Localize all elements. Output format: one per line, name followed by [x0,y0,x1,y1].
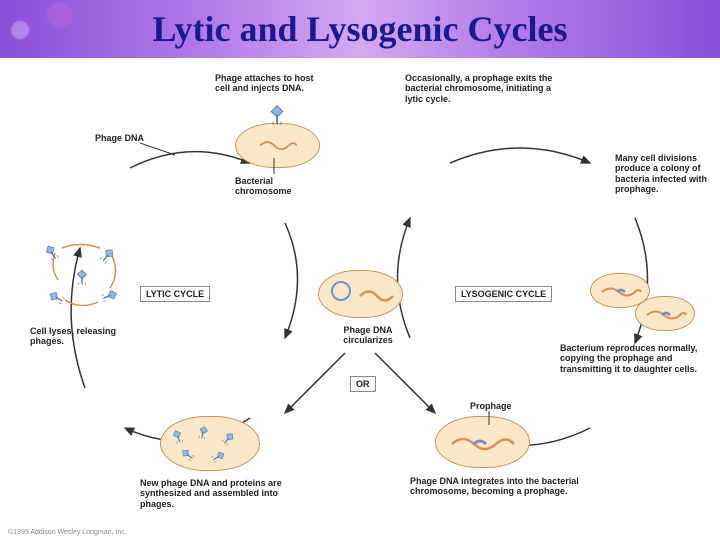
label-integrates: Phage DNA integrates into the bacterial … [410,476,580,497]
label-lysogenic-cycle: LYSOGENIC CYCLE [455,286,552,302]
cell-prophage [435,416,530,468]
cell-synthesize [160,416,260,471]
slide-title: Lytic and Lysogenic Cycles [152,8,567,50]
label-circularizes: Phage DNA circularizes [328,325,408,346]
label-synthesize: New phage DNA and proteins are synthesiz… [140,478,300,509]
cell-dividing [590,258,700,338]
pointer-bact-chrom [268,158,280,176]
label-reproduces: Bacterium reproduces normally, copying t… [560,343,710,374]
label-prophage: Prophage [470,401,512,411]
label-exits: Occasionally, a prophage exits the bacte… [405,73,555,104]
label-attach: Phage attaches to host cell and injects … [215,73,325,94]
label-lytic-cycle: LYTIC CYCLE [140,286,210,302]
cell-lysed [40,238,130,318]
label-or: OR [350,376,376,392]
pointer-prophage [485,411,493,426]
label-lyses: Cell lyses, releasing phages. [30,326,130,347]
phage-pointer-label: Phage DNA [95,133,144,143]
phage-attaching [271,107,284,125]
copyright-text: ©1999 Addison Wesley Longman, Inc. [8,529,127,536]
pointer-line [140,140,180,160]
slide-header: Lytic and Lysogenic Cycles [0,0,720,58]
label-bact-chrom: Bacterial chromosome [235,176,305,197]
cycle-diagram: Phage DNA Phage attaches to host cell an… [0,58,720,540]
label-divisions: Many cell divisions produce a colony of … [615,153,715,194]
cell-circularize [318,270,403,318]
